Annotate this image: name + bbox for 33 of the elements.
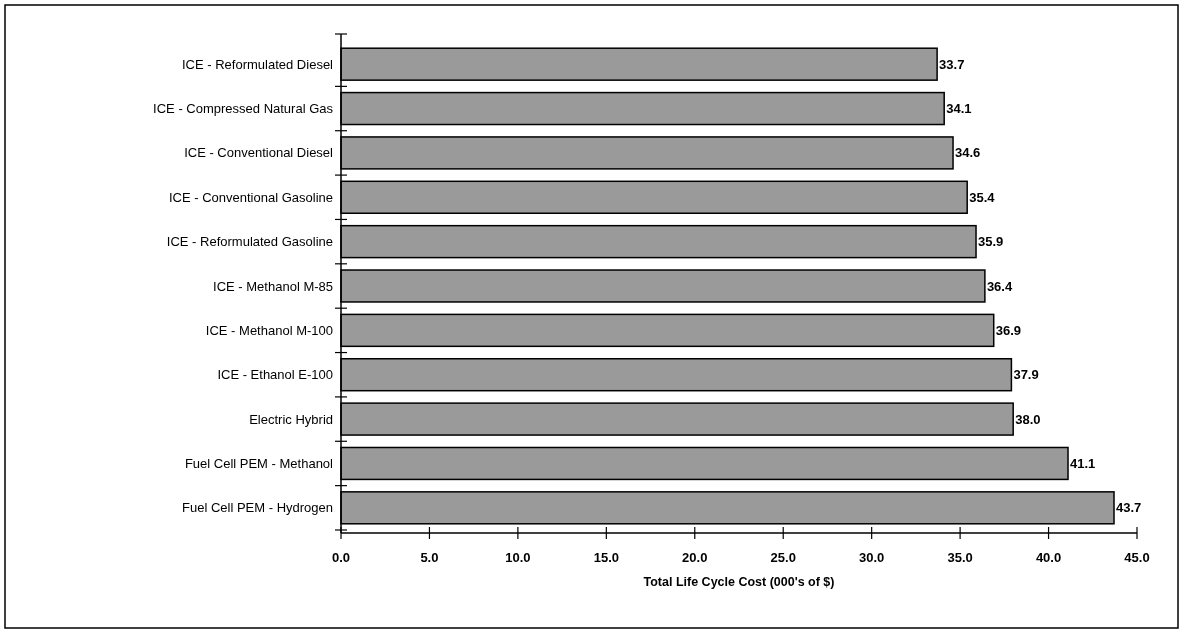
x-tick-label: 45.0 bbox=[1124, 550, 1150, 565]
x-tick-label: 25.0 bbox=[770, 550, 796, 565]
data-label: 33.7 bbox=[939, 56, 965, 72]
y-tick-label: ICE - Reformulated Gasoline bbox=[166, 234, 333, 250]
y-tick-label: ICE - Compressed Natural Gas bbox=[153, 101, 334, 117]
y-tick-label: ICE - Methanol M-100 bbox=[205, 322, 333, 338]
data-label: 41.1 bbox=[1070, 456, 1096, 471]
data-label: 43.7 bbox=[1116, 500, 1142, 516]
data-label: 34.6 bbox=[955, 145, 981, 161]
y-tick-label: ICE - Conventional Gasoline bbox=[168, 189, 333, 205]
y-tick-label: ICE - Conventional Diesel bbox=[184, 145, 334, 161]
x-tick-label: 20.0 bbox=[682, 550, 708, 565]
x-tick-label: 5.0 bbox=[420, 550, 439, 565]
x-tick-label: 15.0 bbox=[593, 550, 619, 565]
x-tick-label: 35.0 bbox=[947, 550, 973, 565]
data-label: 37.9 bbox=[1013, 367, 1039, 383]
data-label: 36.9 bbox=[995, 322, 1022, 338]
y-tick-label: ICE - Reformulated Diesel bbox=[182, 56, 334, 72]
y-tick-label: ICE - Methanol M-85 bbox=[213, 278, 333, 294]
y-tick-label: Electric Hybrid bbox=[249, 411, 333, 427]
data-label: 36.4 bbox=[986, 278, 1013, 294]
data-label: 38.0 bbox=[1015, 411, 1041, 427]
x-axis-title: Total Life Cycle Cost (000's of $) bbox=[643, 575, 835, 589]
data-label: 35.4 bbox=[969, 189, 996, 205]
x-tick-label: 40.0 bbox=[1035, 550, 1062, 565]
x-tick-label: 10.0 bbox=[505, 550, 531, 565]
y-tick-label: ICE - Ethanol E-100 bbox=[217, 367, 333, 383]
x-tick-label: 0.0 bbox=[331, 550, 351, 565]
y-tick-label: Fuel Cell PEM - Methanol bbox=[184, 456, 334, 471]
data-label: 34.1 bbox=[946, 101, 972, 117]
x-tick-label: 30.0 bbox=[859, 550, 885, 565]
y-tick-label: Fuel Cell PEM - Hydrogen bbox=[182, 500, 333, 516]
data-label: 35.9 bbox=[978, 234, 1004, 250]
